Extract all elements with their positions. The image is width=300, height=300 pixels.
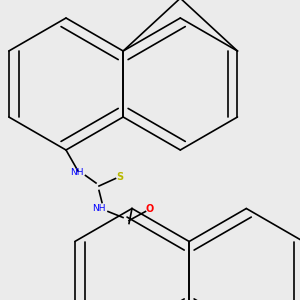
Text: S: S (116, 172, 124, 182)
Text: O: O (146, 203, 154, 214)
Text: NH: NH (70, 168, 83, 177)
Text: NH: NH (92, 204, 106, 213)
